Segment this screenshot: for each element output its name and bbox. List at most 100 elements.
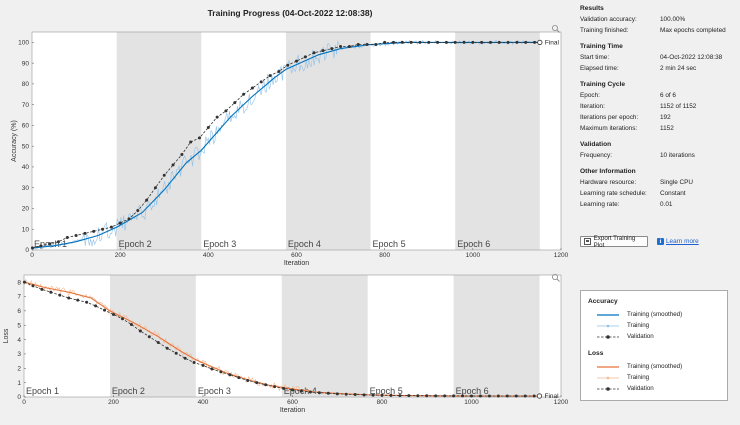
frequency-label: Frequency: [580,152,612,159]
validation-point [282,386,286,390]
validation-point [330,47,334,51]
validation-point [210,367,214,371]
validation-point [356,42,360,46]
learn-more-link[interactable]: i Learn more [657,236,699,247]
validation-point [407,394,411,398]
validation-point [462,40,466,44]
training-time-title: Training Time [580,43,623,50]
x-tick-label: 0 [22,399,26,406]
legend-loss-training: Training [597,373,649,382]
legend-loss-smoothed: Training (smoothed) [597,362,682,371]
training-finished-label: Training finished: [580,27,629,34]
validation-point [344,392,348,396]
validation-point [92,229,96,233]
y-axis-label: Loss [3,328,10,343]
y-tick-label: 1 [17,380,21,387]
validation-point [120,317,124,321]
iteration-value: 1152 of 1152 [660,103,697,110]
validation-point [136,209,140,213]
validation-point [436,40,440,44]
validation-point [48,242,52,246]
validation-point [246,378,250,382]
validation-point [335,392,339,396]
hardware-resource-row: Hardware resource: Single CPU [580,177,735,188]
validation-point [371,393,375,397]
epoch-label: Epoch: [580,92,600,99]
validation-point [56,240,60,244]
validation-point [425,394,429,398]
legend-accuracy-training: Training [597,321,649,330]
legend-accuracy-validation: Validation [597,332,654,341]
validation-point [264,383,268,387]
export-training-plot-button[interactable]: Export Training Plot [580,235,648,249]
validation-accuracy-value: 100.00% [660,16,686,23]
validation-point [321,49,325,53]
validation-point [74,233,78,237]
legend-accuracy-smoothed-swatch [597,313,619,316]
info-panel: Results Validation accuracy: 100.00% Tra… [580,5,735,210]
legend-loss-training-label: Training [627,374,650,381]
validation-point [201,363,205,367]
x-axis-label: Iteration [280,407,305,414]
epoch-label: Epoch 6 [457,239,490,249]
validation-point [418,40,422,44]
epoch-shade [285,32,371,250]
validation-point [192,361,196,365]
x-tick-label: 800 [379,252,390,259]
x-tick-label: 200 [115,252,126,259]
legend-accuracy-smoothed: Training (smoothed) [597,310,682,319]
validation-point [374,42,378,46]
x-tick-label: 1000 [464,399,479,406]
validation-point [480,40,484,44]
validation-point [532,394,536,398]
validation-point [478,394,482,398]
validation-point [398,394,402,398]
validation-point [308,390,312,394]
validation-point [487,394,491,398]
validation-point [488,40,492,44]
validation-point [58,293,62,297]
learning-rate-label: Learning rate: [580,201,620,208]
validation-point [470,394,473,398]
validation-point [347,45,351,49]
validation-point [189,140,193,144]
validation-point [427,40,431,44]
axes-toolbar-icon[interactable] [552,274,560,282]
epoch-label: Epoch 6 [456,386,489,396]
validation-point [514,394,518,398]
legend-loss-validation-swatch [597,386,619,391]
epoch-label: Epoch 2 [112,386,145,396]
elapsed-time-label: Elapsed time: [580,65,619,72]
final-label: Final [545,40,560,47]
validation-point [206,126,210,130]
validation-point [215,115,219,119]
validation-point [295,59,298,63]
epoch-shade [453,275,540,397]
validation-point [353,393,357,397]
validation-point [255,381,259,385]
validation-point [67,296,71,300]
iteration-label: Iteration: [580,103,605,110]
epoch-shade [281,275,368,397]
epoch-value: 6 of 6 [660,92,676,99]
validation-point [443,394,447,398]
validation-point [129,323,133,327]
validation-point [277,69,281,73]
frequency-row: Frequency: 10 iterations [580,150,735,161]
validation-point [22,280,26,284]
validation-point [171,163,175,167]
frequency-value: 10 iterations [660,152,695,159]
results-title: Results [580,5,604,12]
info-icon: i [657,238,664,245]
axes-toolbar-icon[interactable] [552,25,560,33]
validation-point [180,152,184,156]
export-icon [584,238,591,245]
maximum-iterations-row: Maximum iterations: 1152 [580,123,735,134]
epoch-label: Epoch 1 [26,386,59,396]
legend-accuracy-training-swatch [597,324,619,327]
validation-point [506,40,510,44]
legend-loss-smoothed-swatch [597,365,619,368]
validation-point [444,40,448,44]
maximum-iterations-label: Maximum iterations: [580,125,638,132]
validation-point [434,394,438,398]
